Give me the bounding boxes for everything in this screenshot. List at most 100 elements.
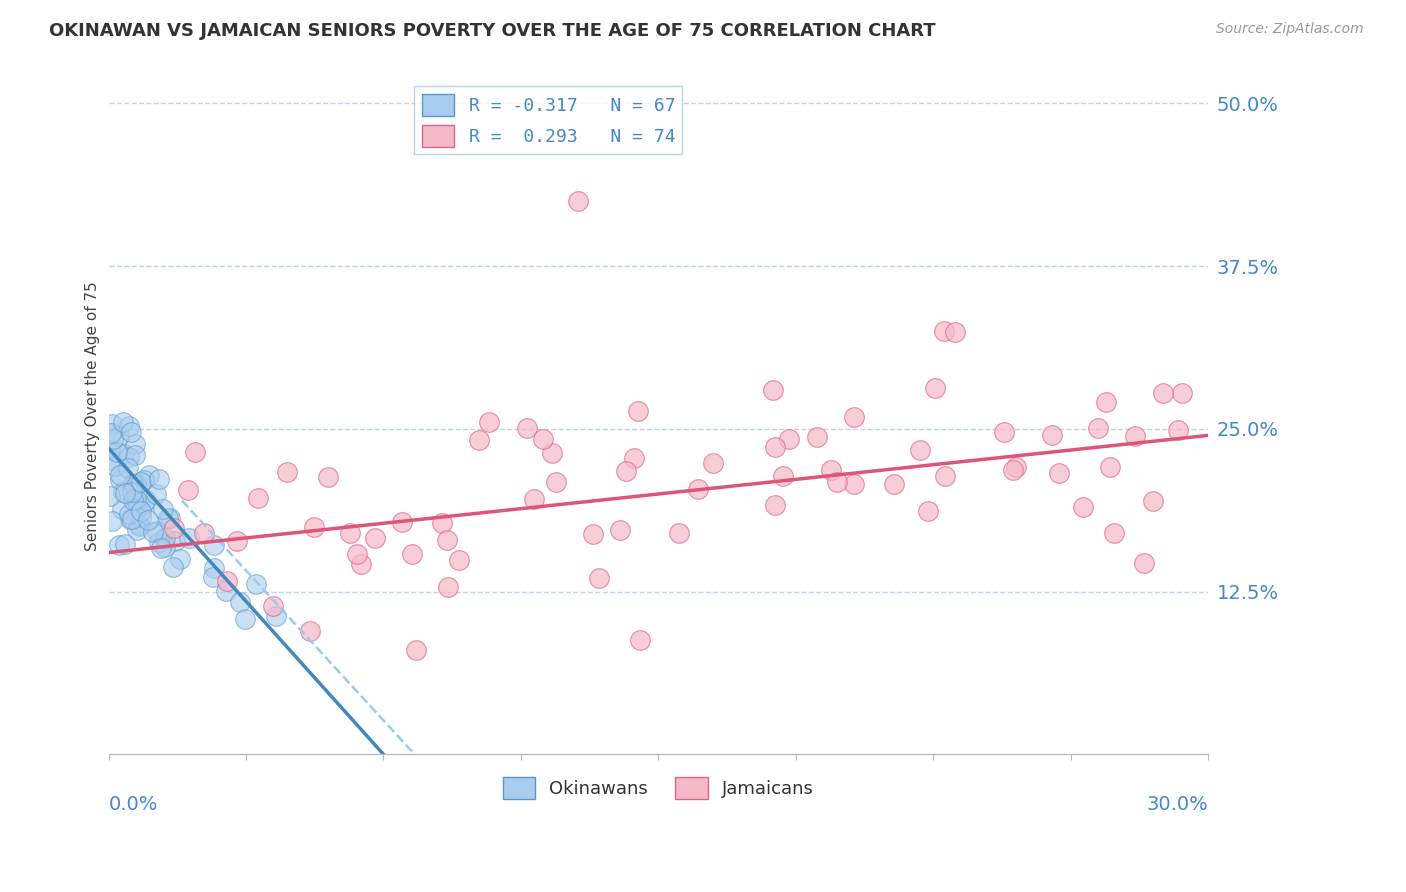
Point (627, 403, 650, 417)
Point (478, 416, 501, 430)
Point (128, 519, 150, 533)
Point (304, 520, 326, 534)
Point (917, 503, 939, 517)
Point (993, 425, 1015, 439)
Point (262, 599, 284, 614)
Point (702, 457, 724, 471)
Point (118, 507, 141, 521)
Point (145, 486, 167, 500)
Point (883, 477, 905, 491)
Point (339, 525, 361, 540)
Point (100, 426, 122, 441)
Text: Source: ZipAtlas.com: Source: ZipAtlas.com (1216, 22, 1364, 37)
Point (111, 502, 134, 516)
Point (118, 450, 141, 464)
Point (142, 525, 165, 540)
Point (122, 491, 145, 505)
Point (436, 533, 458, 547)
Point (128, 518, 150, 533)
Point (623, 450, 645, 465)
Point (122, 493, 145, 508)
Point (202, 561, 225, 575)
Point (582, 526, 605, 541)
Point (1171, 385, 1194, 400)
Point (924, 381, 946, 395)
Point (165, 533, 187, 548)
Point (246, 491, 269, 505)
Point (316, 470, 339, 484)
Point (266, 608, 288, 623)
Point (118, 512, 141, 526)
Point (541, 446, 564, 460)
Point (152, 501, 174, 516)
Point (117, 461, 139, 475)
Point (129, 509, 152, 524)
Point (101, 453, 124, 467)
Point (159, 511, 181, 525)
Point (820, 463, 842, 477)
Point (127, 500, 149, 514)
Point (588, 571, 610, 585)
Point (825, 475, 848, 489)
Point (148, 534, 170, 549)
Point (114, 537, 136, 551)
Point (193, 526, 215, 541)
Point (616, 464, 638, 478)
Point (1167, 423, 1189, 437)
Point (135, 492, 157, 507)
Point (934, 468, 956, 483)
Point (104, 459, 127, 474)
Point (100, 489, 122, 503)
Point (762, 383, 785, 397)
Point (276, 465, 298, 479)
Point (1071, 500, 1094, 515)
Point (169, 551, 191, 566)
Point (943, 325, 966, 339)
Point (101, 417, 124, 432)
Point (934, 324, 956, 338)
Point (405, 643, 427, 657)
Point (908, 443, 931, 458)
Point (1005, 460, 1028, 475)
Point (1099, 460, 1122, 475)
Point (763, 440, 786, 454)
Point (225, 533, 247, 548)
Point (138, 468, 160, 483)
Point (131, 475, 153, 489)
Point (437, 580, 460, 594)
Point (1002, 463, 1025, 477)
Point (108, 538, 131, 552)
Point (100, 442, 122, 457)
Point (1123, 429, 1146, 443)
Point (1047, 466, 1070, 480)
Point (177, 483, 200, 497)
Point (124, 437, 146, 451)
Point (124, 448, 146, 462)
Point (1104, 525, 1126, 540)
Point (202, 538, 225, 552)
Point (546, 475, 568, 489)
Point (118, 418, 141, 433)
Point (346, 547, 368, 561)
Point (523, 491, 546, 506)
Point (120, 425, 142, 439)
Point (153, 540, 176, 554)
Point (229, 594, 252, 608)
Point (842, 410, 865, 425)
Point (121, 484, 143, 499)
Point (105, 445, 128, 459)
Point (107, 428, 129, 442)
Point (763, 498, 786, 512)
Point (124, 491, 146, 506)
Point (516, 421, 538, 435)
Point (127, 523, 149, 537)
Point (184, 444, 207, 458)
Point (688, 483, 710, 497)
Point (146, 524, 169, 538)
Point (364, 531, 387, 545)
Point (1095, 395, 1118, 409)
Point (447, 553, 470, 567)
Point (101, 432, 124, 446)
Point (468, 433, 491, 447)
Point (112, 416, 135, 430)
